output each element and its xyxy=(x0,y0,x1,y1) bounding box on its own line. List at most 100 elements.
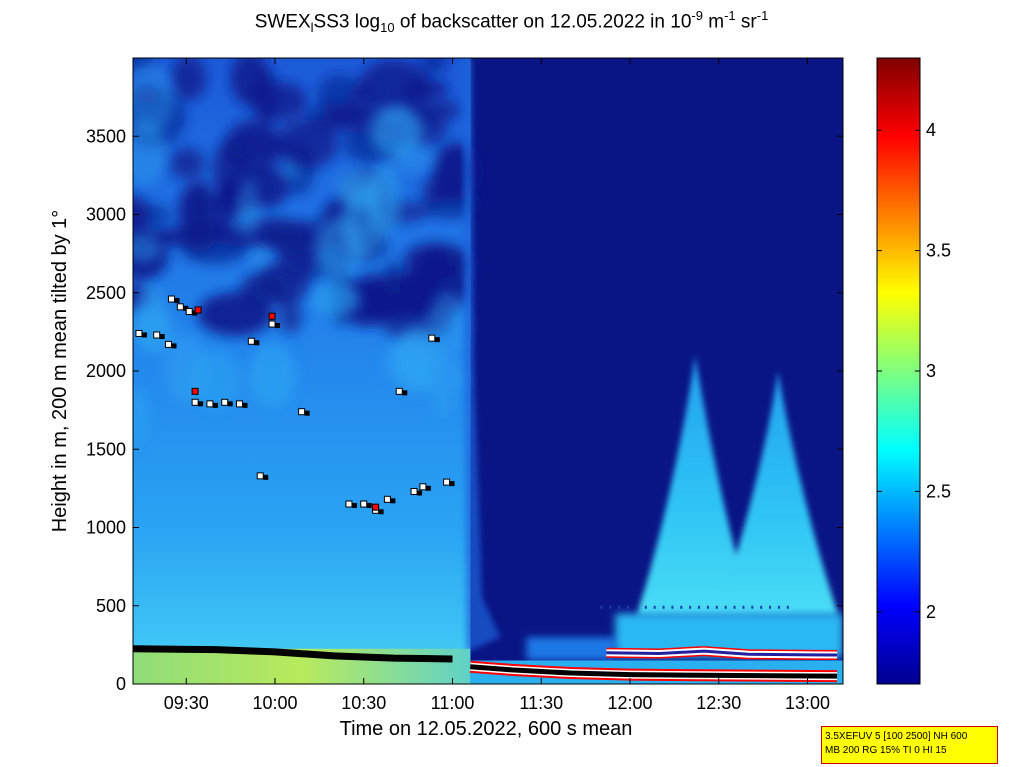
cloud-marker xyxy=(268,320,276,328)
dark-patch xyxy=(133,203,173,228)
cloud-base-marker xyxy=(390,498,396,504)
cloud-marker xyxy=(236,400,243,408)
cloud-base-marker xyxy=(425,485,431,491)
layer-marker xyxy=(268,312,276,320)
lower-haze xyxy=(526,637,616,661)
y-axis: 0 500 1000 1500 2000 2500 3000 3500 xyxy=(86,126,843,694)
cloud-base-marker xyxy=(434,337,440,343)
plumes xyxy=(526,355,843,661)
cloud-marker xyxy=(360,500,368,508)
dotted-layer xyxy=(777,605,780,609)
cloud-marker xyxy=(345,500,353,508)
cloud-base-marker xyxy=(378,509,384,515)
aerosol-plume xyxy=(717,371,838,614)
light-patch xyxy=(236,179,261,238)
cloud-base-marker xyxy=(141,332,147,338)
colorbar-tick-label: 3.5 xyxy=(926,241,951,261)
dark-patch xyxy=(420,58,449,76)
cloud-base-marker xyxy=(304,410,310,416)
dotted-layer xyxy=(600,605,603,609)
light-patch xyxy=(384,346,403,381)
dotted-layer xyxy=(724,605,727,609)
y-tick-label: 3000 xyxy=(86,205,126,225)
y-tick-label: 0 xyxy=(116,674,126,694)
light-patches xyxy=(133,62,468,446)
dark-patch xyxy=(177,183,211,239)
light-patch xyxy=(133,62,175,135)
colorbar-tick-label: 2.5 xyxy=(926,481,951,501)
dotted-layer xyxy=(786,605,789,609)
cloud-base-marker xyxy=(366,503,372,509)
dotted-layer xyxy=(742,605,745,609)
colorbar-tick-label: 3 xyxy=(926,361,936,381)
dotted-layer xyxy=(680,605,683,609)
y-tick-label: 3500 xyxy=(86,126,126,146)
cloud-marker xyxy=(247,337,255,345)
cloud-base-marker xyxy=(417,490,423,496)
light-patch xyxy=(133,120,167,186)
light-patch xyxy=(369,106,423,157)
dotted-layer xyxy=(715,605,718,609)
settings-box: 3.5XEFUV 5 [100 2500] NH 600 MB 200 RG 1… xyxy=(821,726,998,764)
aerosol-plume xyxy=(637,355,754,614)
dotted-layer xyxy=(751,605,754,609)
dotted-layer xyxy=(760,605,763,609)
settings-line-1: 3.5XEFUV 5 [100 2500] NH 600 xyxy=(825,731,968,742)
light-patch xyxy=(165,334,208,403)
x-tick-label: 11:00 xyxy=(431,693,475,713)
dotted-layer xyxy=(662,605,665,609)
light-patch xyxy=(311,282,361,317)
cloud-base-marker xyxy=(263,474,269,480)
dotted-layer xyxy=(671,605,674,609)
dark-patch xyxy=(223,119,282,176)
dark-patch xyxy=(209,224,279,247)
cloud-marker xyxy=(419,483,427,491)
dotted-layer xyxy=(609,605,612,609)
dotted-layer xyxy=(644,605,647,609)
dotted-layer xyxy=(698,605,701,609)
dotted-layer xyxy=(769,605,772,609)
cloud-base-marker xyxy=(242,402,248,408)
colorbar xyxy=(876,57,921,685)
cloud-base-marker xyxy=(159,334,165,340)
boundary-layer-line xyxy=(133,645,453,663)
light-patch xyxy=(391,144,437,174)
light-patch xyxy=(427,291,468,360)
y-tick-label: 1000 xyxy=(86,518,126,538)
x-tick-label: 12:30 xyxy=(696,693,741,713)
dark-patch xyxy=(230,58,270,107)
x-tick-label: 10:00 xyxy=(252,693,297,713)
y-tick-label: 2500 xyxy=(86,283,126,303)
heatmap-area xyxy=(133,58,843,684)
x-tick-label: 12:00 xyxy=(607,693,652,713)
cloud-marker xyxy=(395,387,403,395)
y-tick-label: 2000 xyxy=(86,361,126,381)
cloud-marker xyxy=(167,295,175,303)
cloud-marker xyxy=(191,398,199,406)
cloud-marker xyxy=(256,472,264,480)
cloud-marker xyxy=(153,331,161,339)
dotted-layer xyxy=(689,605,692,609)
dotted-layer xyxy=(653,605,656,609)
cloud-base-marker xyxy=(198,401,204,407)
layer-marker xyxy=(191,387,199,395)
chart-title: SWEXlSS3 log10 of backscatter on 12.05.2… xyxy=(254,8,769,36)
cloud-marker xyxy=(185,308,193,316)
x-axis-label: Time on 12.05.2022, 600 s mean xyxy=(340,718,633,740)
dark-patch xyxy=(419,245,477,287)
dark-patch xyxy=(169,147,206,180)
cloud-base-marker xyxy=(449,481,455,487)
colorbar-tick-label: 2 xyxy=(926,602,936,622)
dotted-layer xyxy=(706,605,709,609)
settings-line-2: MB 200 RG 15% TI 0 HI 15 xyxy=(825,745,947,756)
cloud-base-marker xyxy=(174,298,180,304)
layer-marker xyxy=(372,503,380,511)
cloud-marker xyxy=(298,408,306,416)
dark-patch xyxy=(358,59,430,111)
dark-patch xyxy=(197,292,273,337)
light-patch xyxy=(133,234,162,263)
y-axis-label: Height in m, 200 m mean tilted by 1° xyxy=(49,210,71,533)
cloud-marker xyxy=(221,398,229,406)
transition-edge xyxy=(462,58,501,653)
